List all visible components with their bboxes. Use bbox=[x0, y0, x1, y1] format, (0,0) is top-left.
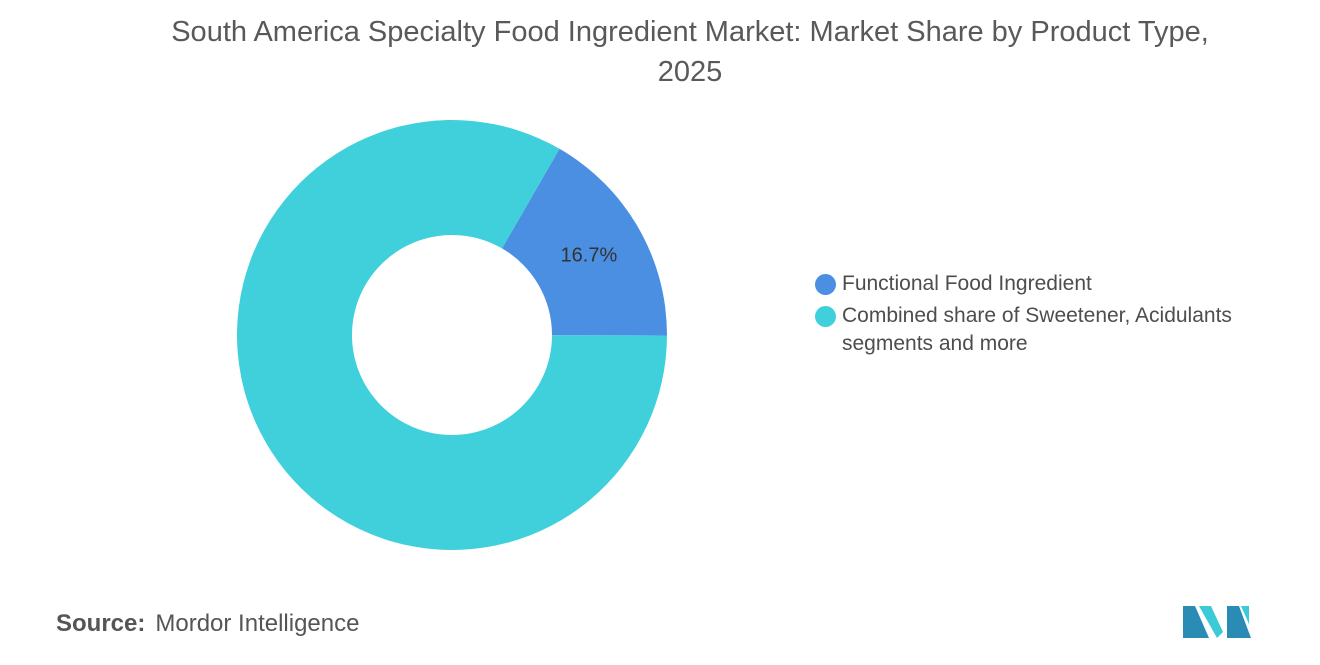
source: Source: Mordor Intelligence bbox=[56, 610, 359, 638]
logo bbox=[1183, 606, 1251, 638]
legend-label: Combined share of Sweetener, Acidulants … bbox=[842, 304, 1232, 355]
legend-swatch bbox=[815, 274, 836, 295]
chart-title: South America Specialty Food Ingredient … bbox=[171, 16, 1209, 88]
legend-swatch bbox=[815, 306, 836, 327]
legend-item: Functional Food Ingredient bbox=[812, 270, 1282, 298]
legend-label: Functional Food Ingredient bbox=[842, 272, 1092, 295]
value-label: 16.7% bbox=[561, 244, 618, 266]
source-text: Mordor Intelligence bbox=[155, 610, 360, 637]
source-label: Source: bbox=[56, 610, 146, 637]
legend-item: Combined share of Sweetener, Acidulants … bbox=[812, 302, 1282, 358]
donut-slice bbox=[502, 148, 667, 336]
donut-slice bbox=[236, 119, 667, 550]
legend: Functional Food Ingredient Combined share… bbox=[812, 270, 1282, 362]
